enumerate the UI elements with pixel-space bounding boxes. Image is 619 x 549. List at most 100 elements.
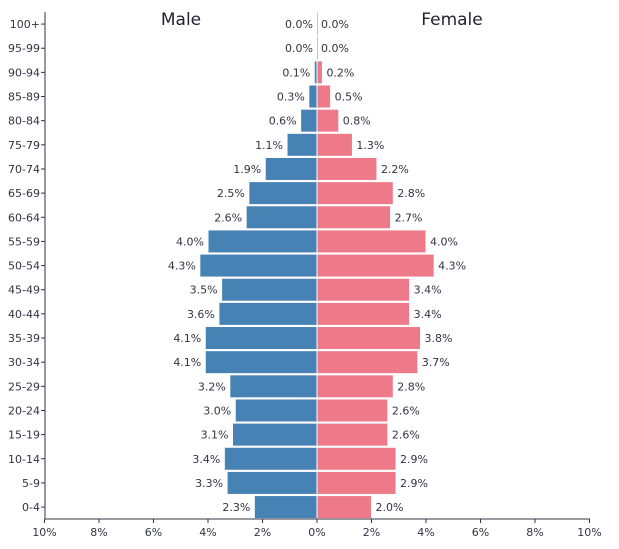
male-bar: [223, 446, 318, 471]
male-bar: [245, 205, 318, 230]
male-value-label: 3.2%: [198, 380, 226, 393]
female-bar: [316, 60, 323, 85]
female-bar: [316, 277, 411, 302]
female-value-label: 0.5%: [335, 91, 363, 104]
female-value-label: 3.8%: [425, 332, 453, 345]
female-bar: [316, 156, 378, 181]
female-bar: [317, 36, 318, 60]
male-title: Male: [161, 10, 201, 30]
female-bar: [316, 301, 411, 326]
y-tick-label: 25-29: [8, 380, 40, 393]
male-value-label: 0.6%: [269, 115, 297, 128]
y-tick-label: 45-49: [8, 284, 40, 297]
female-value-label: 3.4%: [414, 284, 442, 297]
female-value-label: 1.3%: [356, 139, 384, 152]
female-bar: [316, 350, 419, 375]
male-bar: [229, 374, 318, 399]
male-bar: [232, 422, 318, 447]
y-tick-label: 50-54: [8, 260, 40, 273]
male-value-label: 2.3%: [222, 501, 250, 514]
x-tick-label: 10%: [32, 526, 56, 539]
y-tick-label: 85-89: [8, 91, 40, 104]
y-tick-label: 30-34: [8, 356, 40, 369]
male-value-label: 3.3%: [195, 477, 223, 490]
female-title: Female: [421, 10, 482, 30]
y-tick-label: 55-59: [8, 235, 40, 248]
male-value-label: 4.1%: [173, 332, 201, 345]
y-tick-label: 10-14: [8, 453, 40, 466]
female-value-label: 3.7%: [422, 356, 450, 369]
male-value-label: 0.3%: [277, 91, 305, 104]
male-value-label: 1.1%: [255, 139, 283, 152]
female-bar: [316, 229, 427, 254]
male-value-label: 3.6%: [187, 308, 215, 321]
male-bar: [248, 181, 318, 206]
female-value-label: 0.0%: [321, 42, 349, 55]
male-value-label: 3.5%: [190, 284, 218, 297]
x-tick-label: 6%: [145, 526, 162, 539]
female-value-label: 3.4%: [414, 308, 442, 321]
y-tick-label: 95-99: [8, 42, 40, 55]
male-value-label: 4.3%: [168, 260, 196, 273]
male-value-label: 0.0%: [285, 42, 313, 55]
female-bar: [316, 374, 394, 399]
female-value-label: 4.3%: [438, 260, 466, 273]
female-bar: [316, 326, 422, 351]
male-bar: [300, 108, 318, 133]
male-bar: [221, 277, 318, 302]
female-value-label: 2.6%: [392, 404, 420, 417]
y-tick-label: 60-64: [8, 211, 40, 224]
y-tick-label: 70-74: [8, 163, 40, 176]
female-bar: [316, 205, 392, 230]
male-value-label: 4.1%: [173, 356, 201, 369]
female-value-label: 2.7%: [395, 211, 423, 224]
y-tick-label: 15-19: [8, 429, 40, 442]
female-value-label: 2.9%: [400, 453, 428, 466]
female-bar: [316, 446, 397, 471]
female-bar: [316, 253, 435, 278]
female-bar: [316, 495, 372, 520]
female-value-label: 2.8%: [397, 380, 425, 393]
male-bar: [286, 132, 318, 157]
female-bar: [316, 422, 389, 447]
female-bar: [316, 398, 389, 423]
male-value-label: 3.4%: [192, 453, 220, 466]
male-bar: [218, 301, 318, 326]
male-bar: [207, 229, 318, 254]
male-value-label: 0.0%: [285, 18, 313, 31]
y-tick-label: 100+: [10, 18, 40, 31]
y-tick-label: 75-79: [8, 139, 40, 152]
male-value-label: 0.1%: [282, 66, 310, 79]
x-tick-label: 4%: [199, 526, 216, 539]
y-tick-label: 20-24: [8, 404, 40, 417]
male-bar: [204, 350, 318, 375]
female-bar: [316, 84, 332, 109]
female-value-label: 0.2%: [326, 66, 354, 79]
y-tick-label: 0-4: [22, 501, 40, 514]
male-bar: [308, 84, 318, 109]
x-tick-label: 8%: [90, 526, 107, 539]
y-tick-label: 35-39: [8, 332, 40, 345]
y-tick-label: 80-84: [8, 115, 40, 128]
male-value-label: 1.9%: [233, 163, 261, 176]
x-tick-label: 2%: [363, 526, 380, 539]
y-tick-label: 65-69: [8, 187, 40, 200]
female-bar: [317, 12, 318, 36]
male-value-label: 4.0%: [176, 235, 204, 248]
female-value-label: 2.0%: [376, 501, 404, 514]
female-value-label: 2.8%: [397, 187, 425, 200]
x-tick-label: 2%: [254, 526, 271, 539]
x-tick-label: 8%: [526, 526, 543, 539]
male-bar: [199, 253, 318, 278]
x-tick-label: 0%: [308, 526, 325, 539]
female-bar: [316, 132, 353, 157]
male-bar: [234, 398, 318, 423]
male-bar: [253, 495, 318, 520]
male-bar: [264, 156, 318, 181]
male-value-label: 3.1%: [201, 429, 229, 442]
male-value-label: 3.0%: [203, 404, 231, 417]
y-tick-label: 90-94: [8, 66, 40, 79]
female-bar: [316, 108, 340, 133]
male-value-label: 2.6%: [214, 211, 242, 224]
